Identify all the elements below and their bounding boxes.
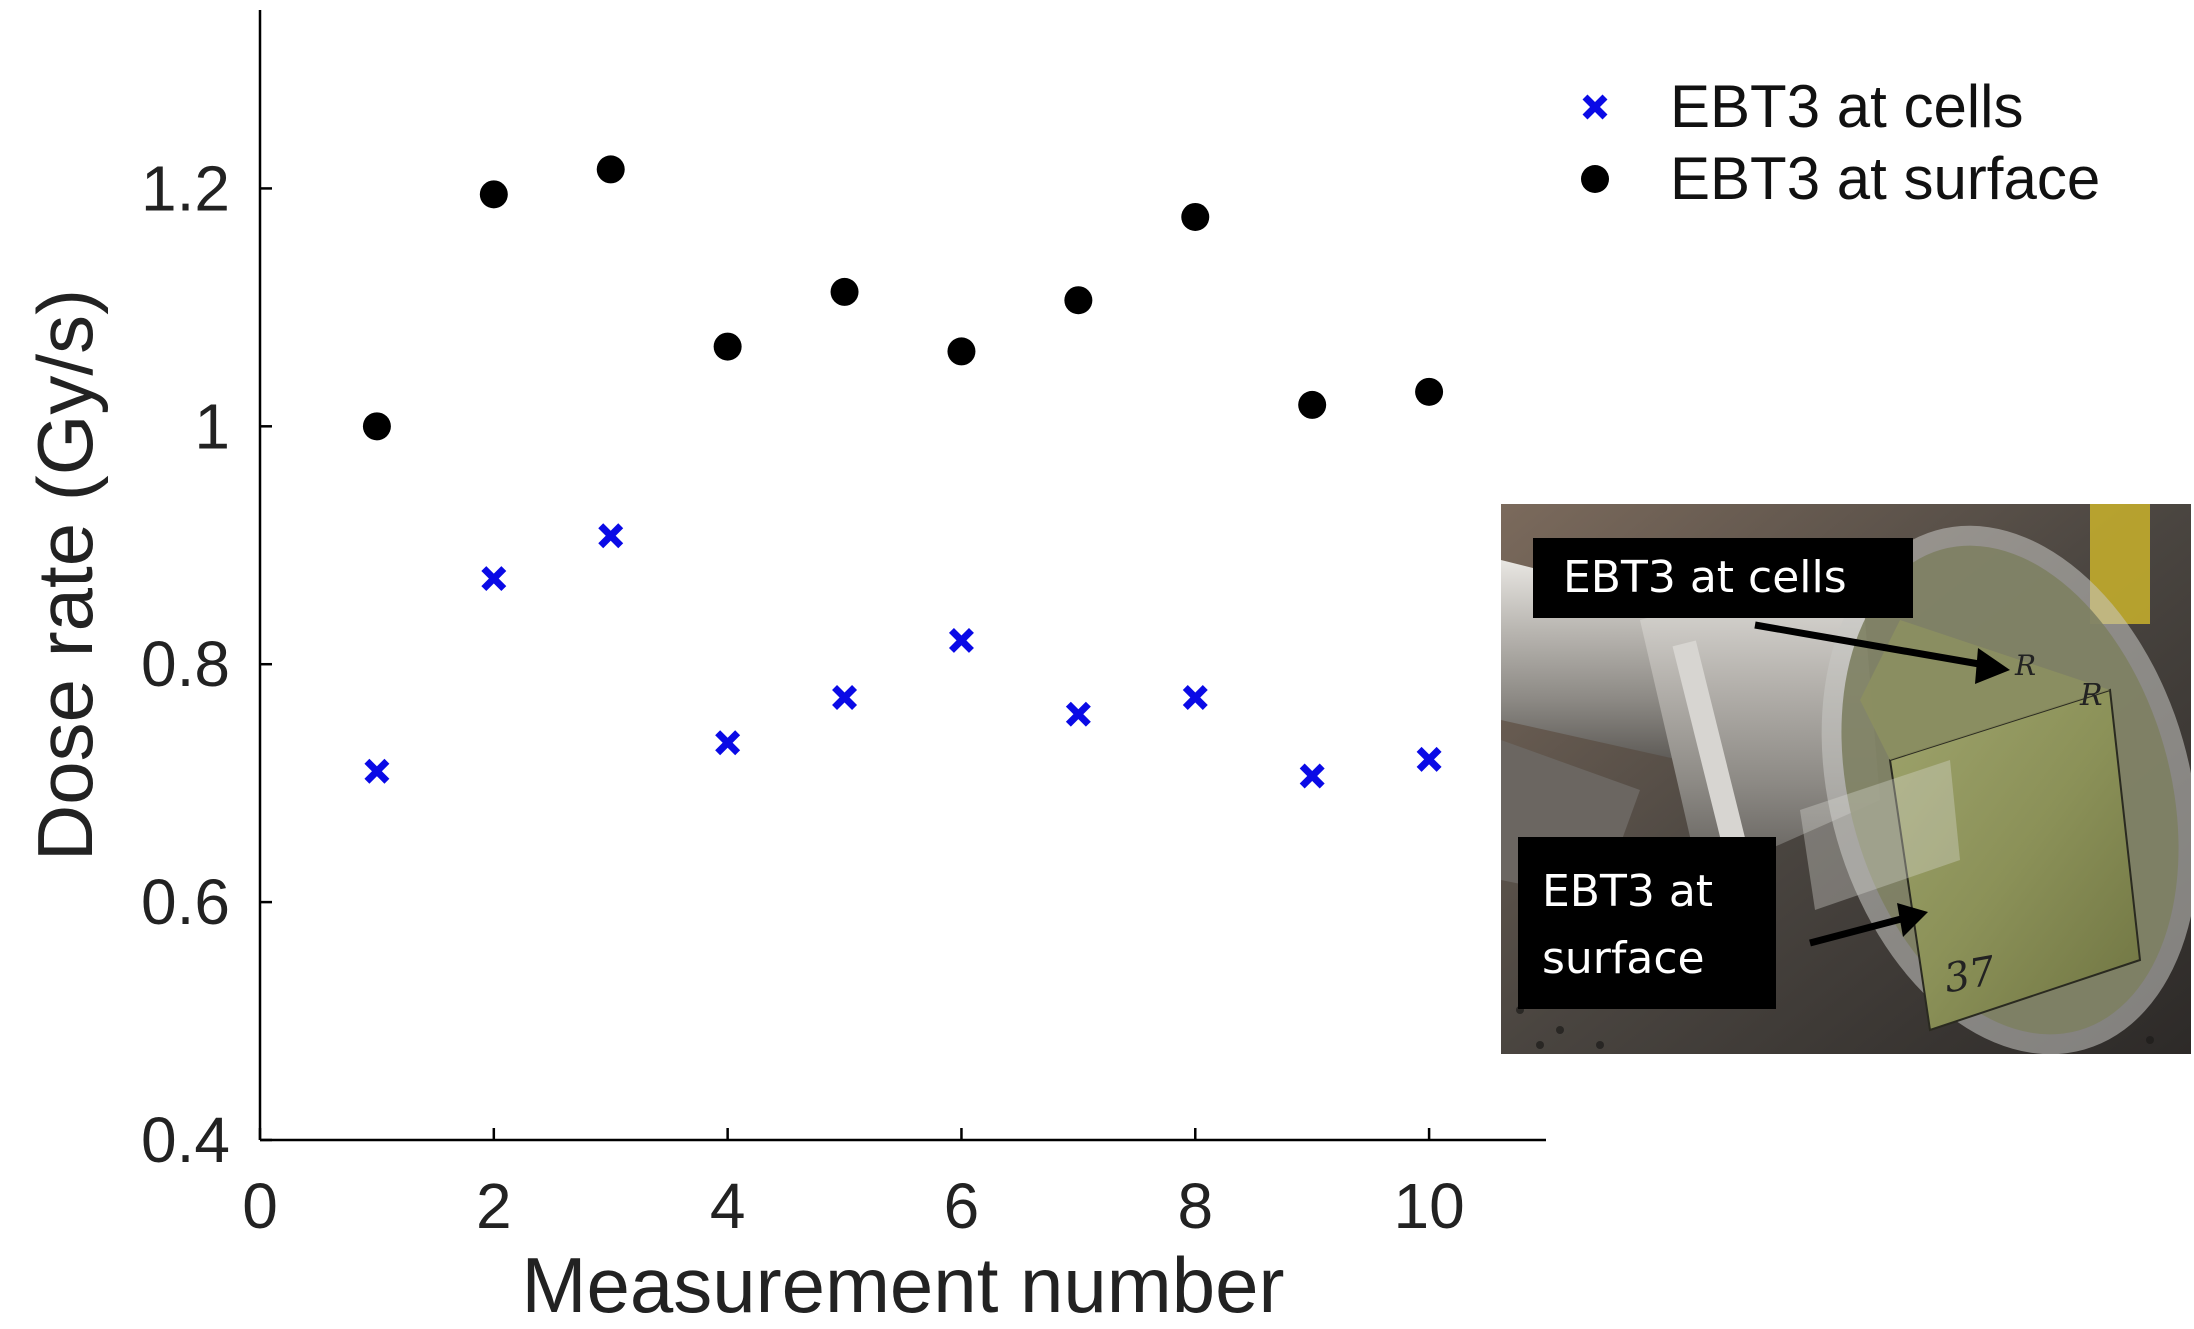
- inset-label-surface-box: [1518, 837, 1776, 1009]
- data-point-surface: [1415, 377, 1444, 406]
- data-point-surface: [1298, 390, 1327, 419]
- film-mark-37: 37: [1941, 948, 2000, 1002]
- data-point-cells: [1299, 763, 1325, 789]
- y-tick-label: 0.4: [141, 1104, 230, 1176]
- data-point-cells: [1182, 685, 1208, 710]
- data-point-cells: [598, 523, 624, 549]
- x-ticks: 0 2 4 6 8 10: [242, 1128, 1465, 1242]
- data-point-surface: [362, 412, 391, 441]
- inset-label-cells-box: [1533, 538, 1913, 618]
- data-point-cells: [948, 627, 974, 653]
- legend: EBT3 at cells EBT3 at surface: [1581, 73, 2100, 212]
- data-point-surface: [830, 277, 859, 306]
- series-ebt3-at-cells: [364, 523, 1442, 789]
- legend-marker-dot-icon: [1581, 165, 1609, 193]
- data-point-surface: [479, 180, 508, 209]
- y-axis-title: Dose rate (Gy/s): [21, 289, 109, 861]
- x-tick-label: 2: [476, 1170, 512, 1242]
- x-tick-label: 8: [1177, 1170, 1213, 1242]
- y-tick-label: 0.6: [141, 866, 230, 938]
- inset-photo: R R 37 EBT3 at cells EBT3 at surface: [1501, 504, 2191, 1054]
- film-mark-r2: R: [2079, 678, 2103, 713]
- data-point-surface: [947, 337, 976, 366]
- x-tick-label: 4: [710, 1170, 746, 1242]
- data-point-surface: [713, 332, 742, 361]
- data-point-surface: [1064, 286, 1093, 315]
- arrow-to-cells-icon: [1754, 621, 2010, 684]
- y-tick-label: 1: [194, 390, 230, 462]
- data-point-surface: [1181, 202, 1210, 231]
- legend-label-surface: EBT3 at surface: [1670, 145, 2100, 212]
- y-ticks: 0.4 0.6 0.8 1 1.2: [141, 152, 272, 1176]
- arrow-to-surface-icon: [1809, 903, 1928, 947]
- axes: [258, 10, 1546, 1142]
- film-mark-r1: R: [2014, 649, 2036, 682]
- data-point-cells: [1416, 746, 1442, 772]
- inset-label-cells: EBT3 at cells: [1563, 552, 1847, 603]
- data-point-cells: [715, 730, 741, 756]
- y-tick-label: 1.2: [141, 152, 230, 224]
- data-point-cells: [832, 685, 858, 710]
- series-ebt3-at-surface: [362, 155, 1444, 441]
- x-tick-label: 6: [944, 1170, 980, 1242]
- inset-label-surface-line1: EBT3 at: [1542, 866, 1713, 917]
- data-point-surface: [596, 155, 625, 184]
- data-point-cells: [481, 566, 507, 592]
- legend-label-cells: EBT3 at cells: [1670, 73, 2023, 140]
- inset-label-surface-line2: surface: [1542, 933, 1705, 984]
- x-tick-label: 10: [1393, 1170, 1464, 1242]
- y-tick-label: 0.8: [141, 628, 230, 700]
- legend-marker-x-icon: [1582, 94, 1608, 120]
- data-point-cells: [364, 758, 390, 784]
- data-point-cells: [1065, 701, 1091, 727]
- x-tick-label: 0: [242, 1170, 278, 1242]
- x-axis-title: Measurement number: [521, 1241, 1284, 1329]
